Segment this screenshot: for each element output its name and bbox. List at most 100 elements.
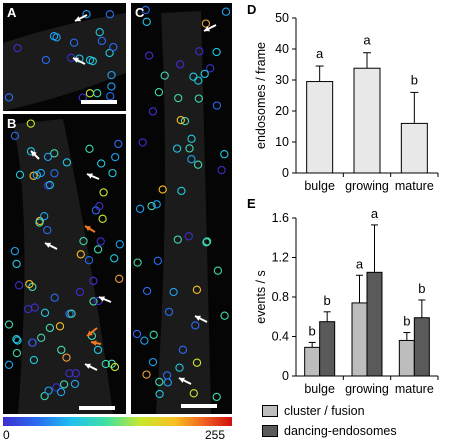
endosome-marker (140, 336, 149, 345)
panel-label-a: A (7, 5, 17, 20)
endosome-marker (149, 330, 158, 339)
endosome-marker (133, 258, 142, 267)
endosome-marker (160, 71, 169, 80)
legend-swatch-dancing-endosomes (262, 425, 278, 437)
significance-label: b (309, 323, 316, 338)
endosome-marker (35, 218, 44, 227)
intensity-colorbar (3, 417, 232, 426)
scale-bar (79, 406, 115, 410)
bar-mature (400, 122, 428, 174)
y-tick-label: 40 (275, 42, 289, 56)
endosome-marker (110, 362, 120, 372)
endosome-marker (177, 186, 186, 196)
endosome-marker (4, 320, 14, 329)
endosome-marker (24, 304, 33, 314)
endosome-marker (13, 336, 22, 345)
legend-swatch-cluster-fusion (262, 405, 278, 417)
endosome-marker (180, 116, 190, 126)
endosome-marker (202, 237, 212, 246)
endosome-marker (14, 281, 24, 290)
legend-item-dancing-endosomes: dancing-endosomes (262, 423, 397, 439)
endosome-marker (71, 369, 80, 378)
endosome-marker (79, 236, 88, 246)
endosome-marker (155, 389, 164, 399)
endosome-marker (12, 259, 21, 269)
endosome-marker (94, 296, 103, 306)
endosome-marker (108, 168, 117, 178)
endosome-marker (44, 386, 53, 395)
endosome-marker (62, 158, 72, 167)
endosome-marker (59, 380, 69, 389)
endosome-marker (164, 307, 174, 317)
significance-label: a (316, 46, 324, 61)
endosome-marker (4, 93, 14, 102)
panel-label-d: D (247, 2, 257, 17)
arrow-indicator (86, 173, 100, 180)
endosome-marker (56, 387, 66, 397)
endosome-marker (184, 232, 193, 241)
scale-bar (181, 404, 217, 408)
endosome-marker (45, 323, 55, 333)
endosome-marker (141, 5, 150, 15)
endosome-marker (99, 188, 108, 197)
significance-label: a (371, 206, 379, 221)
endosome-marker (195, 47, 204, 56)
endosome-marker (212, 101, 222, 110)
y-tick-label: 10 (275, 135, 289, 149)
endosome-marker (28, 338, 38, 347)
bar-growing-series-0 (351, 302, 368, 377)
endosome-marker (176, 60, 185, 69)
endosome-marker (50, 149, 59, 158)
endosome-marker (107, 70, 116, 80)
micrograph-panel-b: B (3, 114, 126, 414)
endosome-marker (148, 107, 158, 116)
endosome-marker (221, 7, 231, 16)
legend-label-cluster-fusion: cluster / fusion (284, 404, 365, 418)
endosome-marker (62, 353, 71, 362)
endosome-marker (105, 48, 114, 58)
arrow-indicator (98, 296, 112, 303)
micrograph-b-image (4, 119, 124, 414)
significance-label: b (324, 293, 331, 308)
arrow-indicator (30, 150, 40, 160)
endosome-marker (111, 152, 120, 162)
endosome-marker (37, 333, 46, 342)
x-tick-label: growing (345, 382, 389, 396)
x-tick-label: bulge (304, 382, 335, 396)
endosome-marker (97, 159, 106, 168)
y-tick-label: 0 (282, 369, 289, 383)
endosome-marker (192, 358, 202, 367)
arrow-indicator (74, 14, 88, 22)
colorbar-min-label: 0 (3, 428, 10, 442)
endosome-marker (13, 43, 22, 53)
endosome-marker (154, 88, 164, 97)
endosome-marker (41, 55, 51, 65)
bar-bulge-series-0 (304, 346, 321, 377)
endosome-marker (144, 51, 154, 60)
endosome-marker (194, 76, 203, 85)
endosome-marker (105, 10, 115, 19)
endosome-marker (142, 17, 151, 26)
endosome-marker (192, 285, 202, 294)
endosome-marker (40, 308, 50, 317)
endosome-marker (158, 185, 167, 194)
endosome-marker (97, 36, 107, 46)
endosome-marker (187, 134, 196, 143)
endosome-marker (155, 377, 164, 387)
micrograph-panel-c: C (131, 3, 232, 414)
endosome-marker (45, 180, 54, 190)
endosome-marker (191, 321, 200, 330)
endosome-marker (96, 237, 105, 246)
endosome-marker (43, 225, 52, 235)
endosome-marker (26, 147, 36, 156)
endosome-marker (49, 32, 59, 41)
endosome-marker (114, 139, 123, 149)
endosome-marker (57, 345, 66, 355)
legend-label-dancing-endosomes: dancing-endosomes (284, 424, 397, 438)
endosome-marker (153, 256, 163, 265)
endosome-marker (43, 152, 53, 162)
endosome-marker (148, 357, 158, 367)
micrograph-a-image (3, 10, 126, 111)
endosome-marker (75, 287, 85, 297)
endosome-marker (200, 69, 209, 79)
